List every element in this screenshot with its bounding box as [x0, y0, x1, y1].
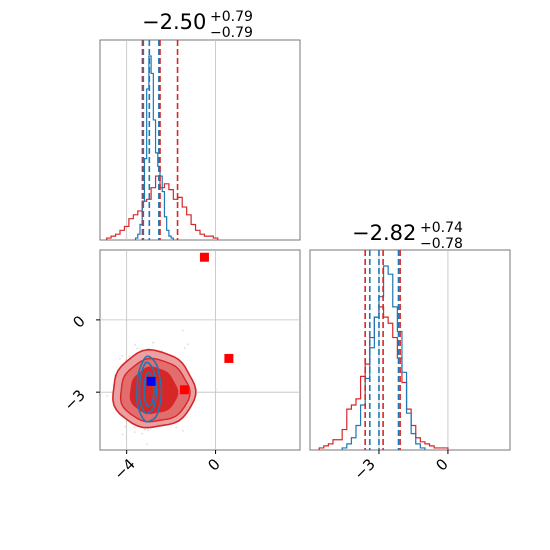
title-marginal-1: −2.50: [142, 10, 206, 34]
bl-xtick-label-0: −4: [110, 455, 138, 483]
bl-sample-point: [73, 363, 75, 365]
bl-marker-marker_red-2: [179, 385, 189, 395]
br-xtick-label-0: −3: [350, 455, 378, 483]
bl-sample-point: [187, 343, 189, 346]
bl-ytick-label-1: −3: [60, 386, 88, 414]
bl-sample-point: [181, 329, 184, 332]
bl-marker-marker_blue-3: [146, 376, 156, 386]
title-marginal-1-sub: −0.79: [210, 25, 253, 41]
bl-sample-point: [145, 443, 148, 446]
panel-marginal-1-frame: [99, 39, 301, 241]
bl-sample-point: [106, 394, 109, 397]
bl-xtick-label-1: 0: [204, 455, 223, 474]
bl-ytick-label-0: 0: [69, 312, 88, 331]
title-marginal-2-value: −2.82: [352, 221, 416, 245]
bl-sample-point: [133, 431, 136, 434]
title-marginal-1-value: −2.50: [142, 10, 206, 34]
bl-sample-point: [183, 347, 186, 350]
bl-sample-point: [128, 355, 131, 358]
bl-sample-point: [152, 341, 155, 344]
br-xtick-label-1: 0: [432, 455, 451, 474]
bl-sample-point: [119, 358, 121, 360]
bl-marker-marker_red-1: [224, 353, 234, 363]
axis-ticks: [96, 319, 449, 454]
blue-contour-inner: [143, 371, 155, 408]
bl-sample-point: [181, 429, 184, 432]
bl-sample-point: [140, 432, 143, 435]
title-marginal-1-sup: +0.79: [210, 9, 253, 25]
panel-joint: [73, 250, 300, 481]
bl-sample-point: [136, 347, 139, 350]
title-marginal-2-sup: +0.74: [420, 220, 463, 236]
panel-marginal-2: [318, 250, 449, 450]
bl-sample-point: [144, 428, 146, 431]
bl-sample-point: [147, 479, 149, 481]
bl-sample-point: [124, 359, 127, 362]
blue-contour-middle: [138, 361, 158, 415]
panel-marginal-2-frame: [309, 249, 511, 451]
bl-sample-point: [147, 429, 149, 432]
blue-contour-outer: [136, 355, 163, 423]
bl-sample-point: [134, 343, 137, 346]
bl-sample-point: [175, 426, 178, 429]
panel-marginal-1: [106, 40, 219, 240]
bl-sample-point: [121, 355, 123, 357]
bl-sample-point: [215, 388, 217, 391]
bl-marker-marker_red-0: [199, 252, 209, 262]
bl-sample-point: [124, 425, 127, 428]
title-marginal-2: −2.82: [352, 221, 416, 245]
bl-sample-point: [133, 426, 136, 428]
bl-sample-point: [121, 433, 124, 436]
title-marginal-2-sub: −0.78: [420, 236, 463, 252]
